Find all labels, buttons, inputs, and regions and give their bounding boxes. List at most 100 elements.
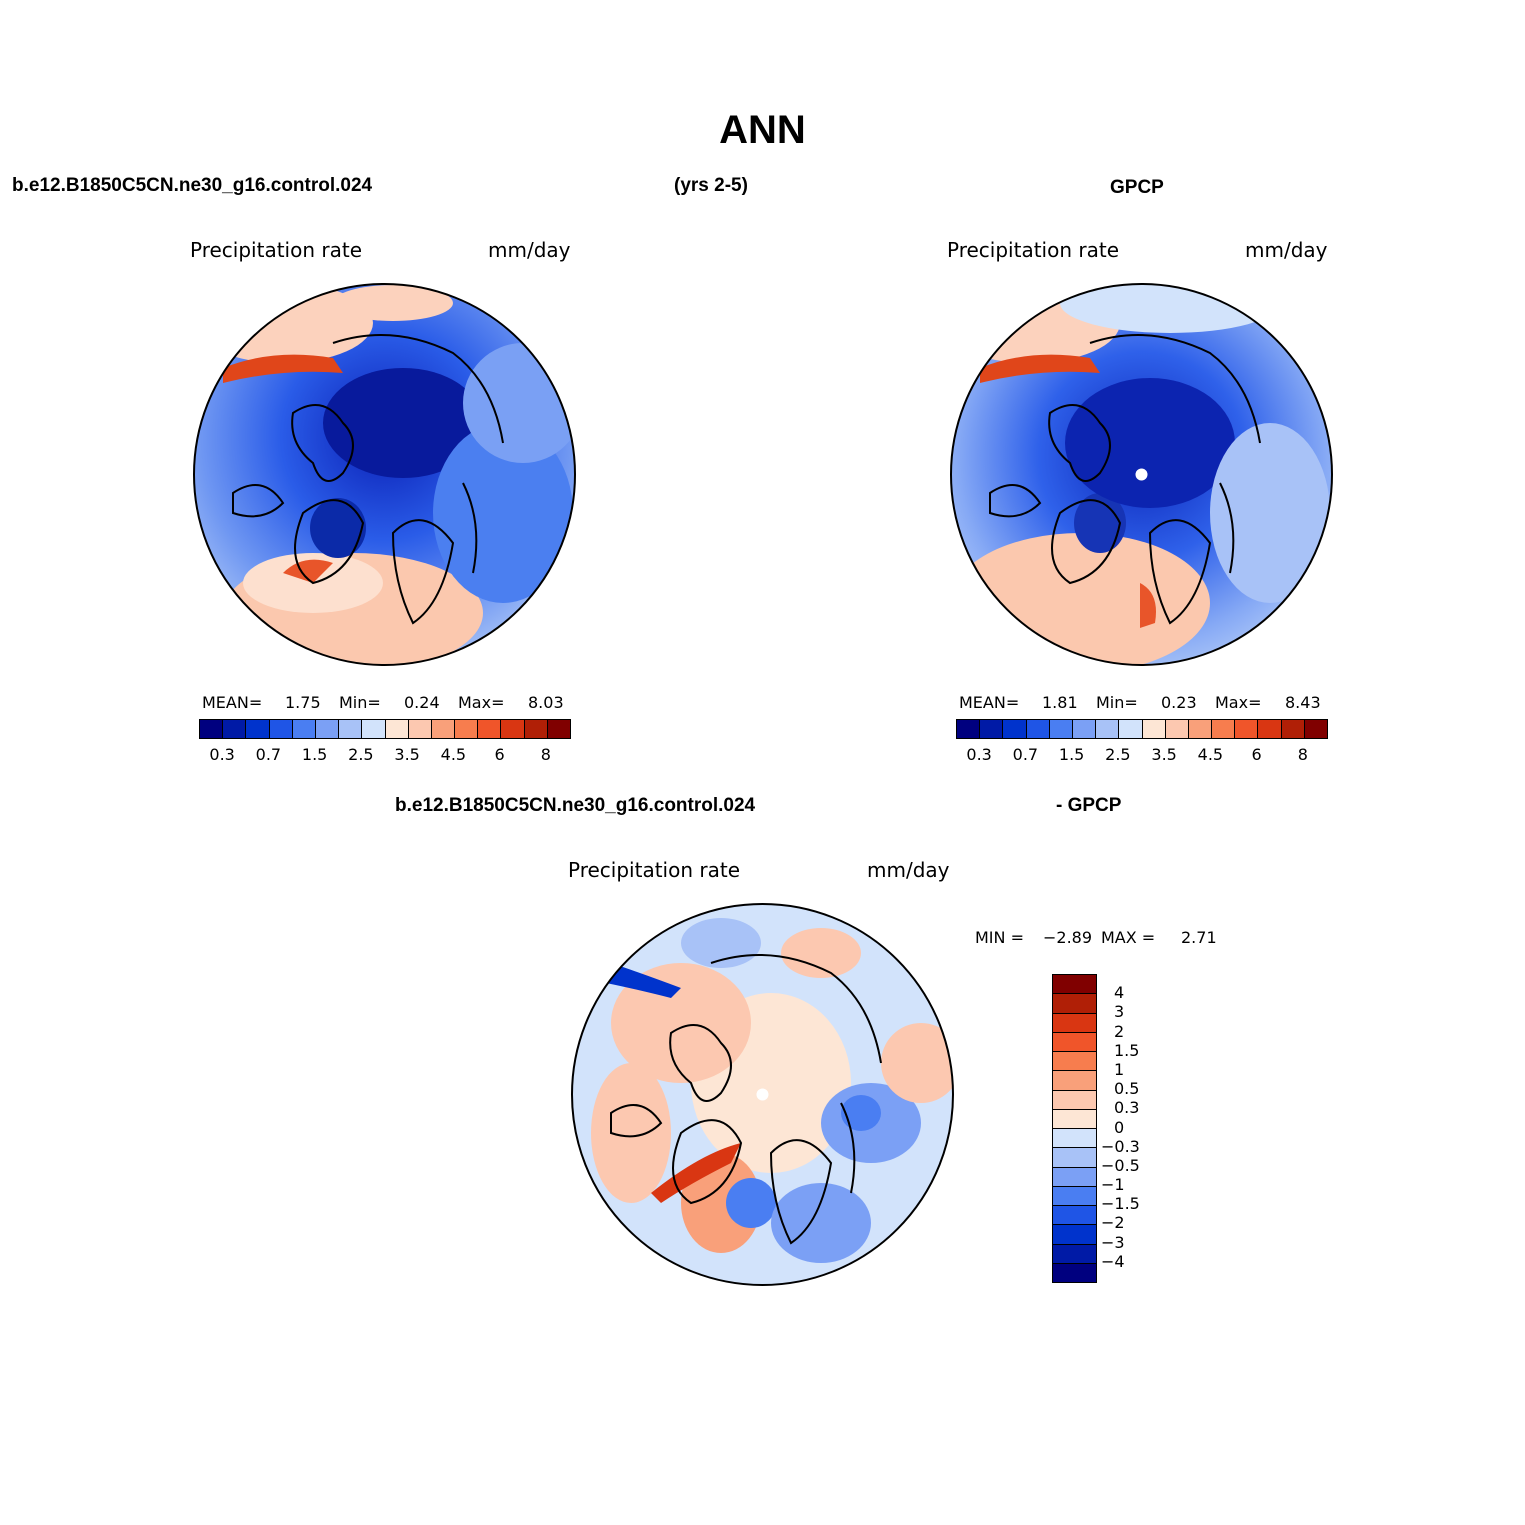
right-mean-value: 1.81 (1042, 693, 1078, 712)
right-mean-label: MEAN= (959, 693, 1020, 712)
figure-title: ANN (719, 108, 806, 152)
diff-min-label: MIN = (975, 928, 1024, 947)
right-polar-map (950, 283, 1333, 666)
case-name: b.e12.B1850C5CN.ne30_g16.control.024 (12, 175, 373, 196)
colorbar-tick-label: 2.5 (348, 745, 374, 764)
colorbar-swatch (1053, 975, 1096, 995)
colorbar-swatch (1053, 994, 1096, 1014)
colorbar-swatch (1212, 720, 1236, 738)
colorbar-tick-label: 4.5 (440, 745, 467, 764)
colorbar-swatch (1049, 720, 1073, 738)
diff-case-name: b.e12.B1850C5CN.ne30_g16.control.024 (395, 795, 756, 816)
colorbar-swatch (524, 720, 548, 738)
diff-units-label: mm/day (867, 858, 950, 882)
colorbar-tick-label: 6 (1251, 745, 1262, 764)
colorbar-swatch (339, 720, 363, 738)
colorbar-swatch (501, 720, 525, 738)
colorbar-swatch (957, 720, 981, 738)
colorbar-tick-label: 4.5 (1197, 745, 1224, 764)
colorbar-swatch (1165, 720, 1189, 738)
colorbar-swatch (455, 720, 479, 738)
colorbar-tick-label: 0 (1114, 1117, 1125, 1137)
colorbar-tick-label: 8 (1297, 745, 1308, 764)
colorbar-swatch (246, 720, 270, 738)
colorbar-tick-label: −1.5 (1101, 1194, 1140, 1214)
colorbar-swatch (1053, 1167, 1096, 1187)
colorbar-swatch (1096, 720, 1120, 738)
colorbar-swatch (315, 720, 340, 738)
colorbar-swatch (980, 720, 1004, 738)
colorbar-swatch (1053, 1263, 1096, 1282)
right-variable-label: Precipitation rate (947, 238, 1119, 262)
colorbar-tick-label: −4 (1101, 1251, 1125, 1271)
right-colorbar (956, 719, 1328, 739)
colorbar-swatch (1003, 720, 1027, 738)
diff-colorbar (1052, 974, 1097, 1283)
colorbar-swatch (1119, 720, 1143, 738)
colorbar-tick-label: 1.5 (1114, 1040, 1140, 1060)
right-units-label: mm/day (1245, 238, 1328, 262)
colorbar-swatch (1235, 720, 1259, 738)
colorbar-swatch (269, 720, 293, 738)
colorbar-swatch (223, 720, 247, 738)
colorbar-swatch (1072, 720, 1097, 738)
colorbar-swatch (362, 720, 386, 738)
colorbar-swatch (1188, 720, 1213, 738)
colorbar-tick-label: 2.5 (1105, 745, 1131, 764)
colorbar-swatch (1304, 720, 1327, 738)
colorbar-tick-label: −3 (1101, 1232, 1125, 1252)
left-mean-label: MEAN= (202, 693, 263, 712)
obs-name: GPCP (1110, 177, 1164, 198)
colorbar-swatch (1053, 1186, 1096, 1206)
colorbar-tick-label: 1.5 (1058, 745, 1085, 764)
colorbar-tick-label: 4 (1114, 983, 1125, 1003)
colorbar-swatch (1053, 1244, 1096, 1264)
colorbar-tick-label: 3 (1114, 1002, 1125, 1022)
colorbar-swatch (1053, 1071, 1096, 1091)
colorbar-tick-label: 0.7 (255, 745, 282, 764)
diff-max-label: MAX = (1101, 928, 1156, 947)
colorbar-tick-label: −0.3 (1101, 1136, 1140, 1156)
diff-obs-suffix: - GPCP (1056, 795, 1122, 816)
left-max-value: 8.03 (528, 693, 564, 712)
colorbar-tick-label: 0.3 (966, 745, 992, 764)
colorbar-tick-label: 0.7 (1012, 745, 1039, 764)
colorbar-tick-label: −1 (1101, 1175, 1125, 1195)
left-max-label: Max= (458, 693, 505, 712)
diff-min-value: −2.89 (1043, 928, 1093, 947)
colorbar-swatch (1053, 1090, 1096, 1110)
left-min-label: Min= (339, 693, 381, 712)
colorbar-swatch (1053, 1148, 1096, 1168)
colorbar-swatch (1053, 1052, 1096, 1072)
colorbar-swatch (1053, 1032, 1096, 1052)
years-label: (yrs 2-5) (674, 175, 748, 196)
right-min-label: Min= (1096, 693, 1138, 712)
colorbar-tick-label: −0.5 (1101, 1155, 1140, 1175)
colorbar-tick-label: 0.3 (1114, 1098, 1140, 1118)
diff-polar-map (571, 903, 954, 1286)
left-min-value: 0.24 (404, 693, 440, 712)
colorbar-tick-label: 2 (1114, 1021, 1125, 1041)
colorbar-tick-label: −2 (1101, 1213, 1125, 1233)
left-units-label: mm/day (488, 238, 571, 262)
colorbar-tick-label: 8 (540, 745, 551, 764)
diff-max-value: 2.71 (1181, 928, 1217, 947)
colorbar-swatch (408, 720, 432, 738)
colorbar-swatch (1281, 720, 1305, 738)
colorbar-tick-label: 1.5 (301, 745, 328, 764)
left-mean-value: 1.75 (285, 693, 321, 712)
colorbar-swatch (292, 720, 316, 738)
colorbar-swatch (1053, 1109, 1096, 1129)
colorbar-tick-label: 3.5 (394, 745, 420, 764)
colorbar-swatch (1142, 720, 1166, 738)
colorbar-swatch (1026, 720, 1050, 738)
right-max-value: 8.43 (1285, 693, 1321, 712)
left-polar-map (193, 283, 576, 666)
colorbar-swatch (547, 720, 570, 738)
colorbar-swatch (1258, 720, 1282, 738)
colorbar-tick-label: 0.3 (209, 745, 235, 764)
colorbar-tick-label: 6 (494, 745, 505, 764)
right-min-value: 0.23 (1161, 693, 1197, 712)
colorbar-swatch (1053, 1129, 1096, 1149)
colorbar-swatch (431, 720, 456, 738)
